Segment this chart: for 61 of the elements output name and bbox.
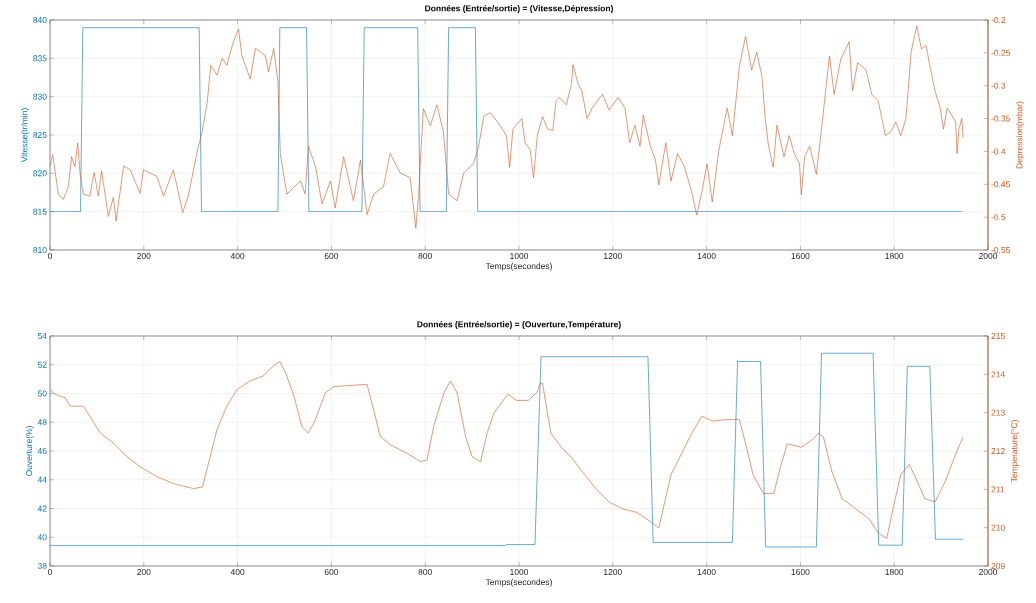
- y-tick-label: 46: [37, 448, 47, 454]
- y2-tick-label: -0.5: [991, 214, 1006, 221]
- x-tick-label: 1600: [791, 569, 810, 576]
- y2-tick-label: 212: [991, 448, 1005, 454]
- x-tick-label: 400: [230, 569, 245, 576]
- x-axis-title: Temps(secondes): [485, 578, 552, 587]
- y2-tick-label: 213: [991, 409, 1005, 416]
- y-tick-label: 810: [33, 247, 47, 253]
- y-tick-label: 42: [37, 505, 47, 512]
- y2-tick-label: 214: [991, 371, 1005, 378]
- x-axis-title: Temps(secondes): [485, 262, 552, 271]
- y2-tick-label: -0.35: [991, 115, 1010, 122]
- x-tick-label: 600: [324, 569, 339, 576]
- y-tick-label: 825: [33, 132, 47, 138]
- y-tick-label: 830: [33, 93, 47, 100]
- y-tick-label: 44: [37, 476, 47, 483]
- y2-tick-label: -0.45: [991, 181, 1010, 188]
- x-tick-label: 1200: [604, 253, 622, 260]
- y-axis-title: Ouverture(%): [25, 426, 34, 476]
- x-tick-label: 200: [137, 569, 151, 576]
- x-tick-label: 1400: [697, 569, 716, 576]
- y-tick-label: 38: [37, 563, 47, 569]
- y2-tick-label: -0.3: [991, 82, 1006, 89]
- y2-axis-title: Depression(mbar): [1016, 101, 1025, 169]
- x-tick-label: 600: [324, 253, 339, 260]
- chart-title: Données (Entrée/sortie) = (Vitesse,Dépression): [425, 5, 613, 13]
- x-tick-label: 2000: [979, 569, 998, 576]
- x-tick-label: 0: [47, 569, 53, 576]
- y-tick-label: 52: [37, 361, 47, 368]
- y-tick-label: 840: [33, 17, 47, 23]
- y-tick-label: 835: [33, 55, 47, 62]
- x-tick-label: 800: [418, 253, 432, 260]
- x-tick-label: 1200: [604, 569, 622, 576]
- y-tick-label: 54: [37, 333, 47, 339]
- y2-axis-title: Temperature(°C): [1011, 420, 1019, 483]
- y2-tick-label: 215: [991, 333, 1005, 339]
- y2-tick-label: 209: [991, 563, 1005, 569]
- x-tick-label: 200: [137, 253, 151, 260]
- y-axis-title: Vitesse(tr/min): [21, 108, 29, 163]
- y-tick-label: 50: [37, 390, 47, 397]
- y-tick-label: 40: [37, 534, 47, 541]
- y-tick-label: 815: [33, 208, 47, 215]
- y2-tick-label: -0.55: [991, 247, 1010, 253]
- x-tick-label: 1400: [697, 253, 716, 260]
- x-tick-label: 1000: [510, 253, 529, 260]
- x-tick-label: 0: [47, 253, 53, 260]
- y2-tick-label: 210: [991, 524, 1005, 531]
- y-tick-label: 48: [37, 419, 47, 426]
- y-tick-label: 820: [33, 170, 47, 177]
- chart-title: Données (Entrée/sortie) = (Ouverture,Température): [417, 321, 621, 329]
- x-tick-label: 1800: [885, 569, 904, 576]
- x-tick-label: 1600: [791, 253, 810, 260]
- x-tick-label: 2000: [979, 253, 998, 260]
- y2-tick-label: -0.4: [991, 148, 1006, 155]
- x-tick-label: 800: [418, 569, 432, 576]
- x-tick-label: 400: [230, 253, 245, 260]
- x-tick-label: 1000: [510, 569, 529, 576]
- y2-tick-label: -0.2: [991, 17, 1006, 23]
- y2-tick-label: 211: [991, 486, 1005, 493]
- y2-tick-label: -0.25: [991, 49, 1010, 56]
- x-tick-label: 1800: [885, 253, 904, 260]
